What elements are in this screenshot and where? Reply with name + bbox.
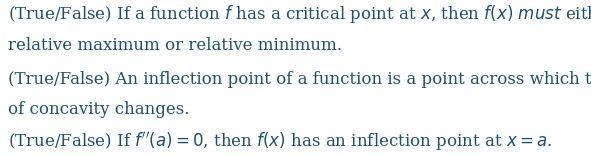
Text: relative maximum or relative minimum.: relative maximum or relative minimum.	[8, 37, 342, 54]
Text: (True/False) An inflection point of a function is a point across which the direc: (True/False) An inflection point of a fu…	[8, 71, 591, 88]
Text: (True/False) If a function $f$ has a critical point at $x$, then $f(x)$ $\mathit: (True/False) If a function $f$ has a cri…	[8, 3, 591, 25]
Text: of concavity changes.: of concavity changes.	[8, 101, 189, 118]
Text: (True/False) If $f^{\prime\prime}(a) = 0$, then $f(x)$ has an inflection point a: (True/False) If $f^{\prime\prime}(a) = 0…	[8, 130, 552, 153]
